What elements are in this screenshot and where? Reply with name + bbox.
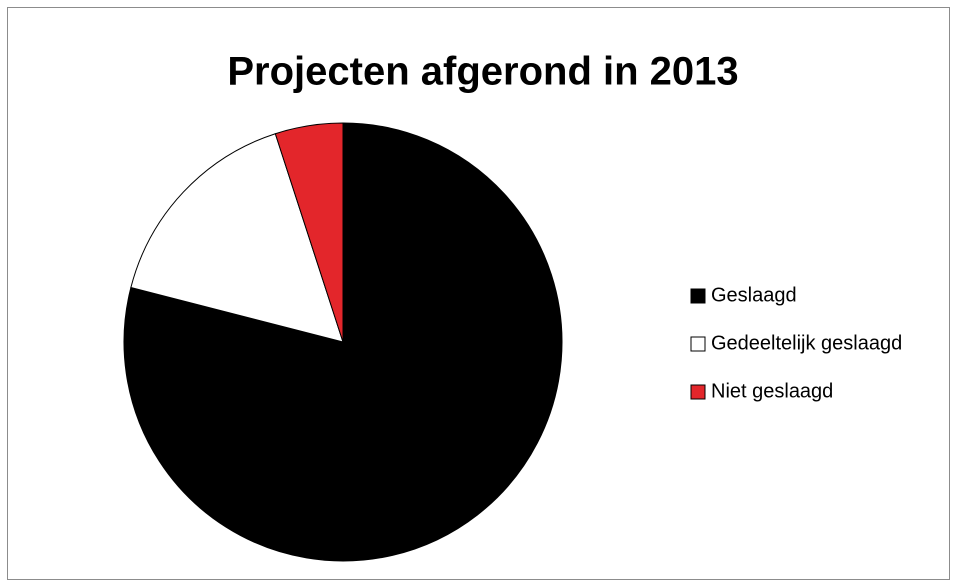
pie-slice <box>130 133 344 343</box>
pie-slice <box>274 122 344 343</box>
legend-swatch <box>690 384 706 400</box>
legend-swatch <box>690 336 706 352</box>
legend-label: Geslaagd <box>711 284 797 306</box>
legend-label: Gedeeltelijk geslaagd <box>711 332 902 354</box>
legend-label: Niet geslaagd <box>711 380 833 402</box>
legend-swatch <box>690 288 706 304</box>
chart-title: Projecten afgerond in 2013 <box>227 50 738 94</box>
